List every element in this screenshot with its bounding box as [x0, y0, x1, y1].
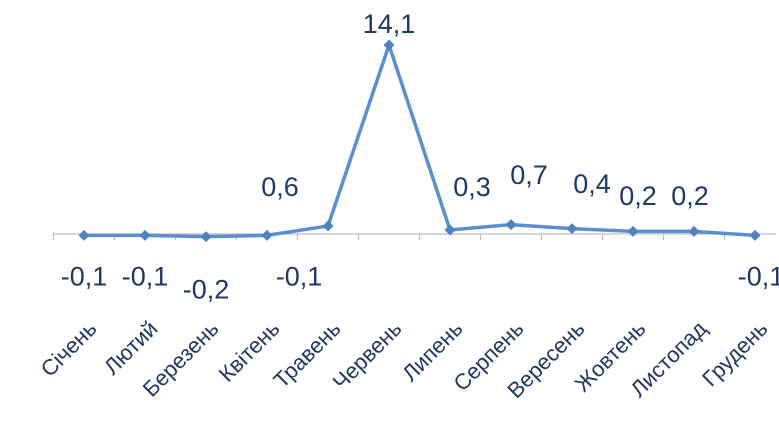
data-point: [78, 229, 90, 241]
data-point: [200, 231, 212, 243]
series-line: [84, 43, 756, 239]
data-point: [444, 224, 456, 236]
data-label: -0,1: [122, 261, 169, 291]
data-label: 0,2: [619, 181, 657, 211]
data-label: -0,1: [61, 261, 108, 291]
data-label: -0,2: [183, 275, 230, 305]
data-point: [322, 220, 334, 232]
data-label: 0,2: [671, 181, 709, 211]
data-label: 0,4: [573, 169, 611, 199]
data-point: [627, 225, 639, 237]
data-point: [749, 229, 761, 241]
data-point: [261, 229, 273, 241]
data-point: [383, 39, 395, 51]
category-label: Грудень: [697, 316, 772, 391]
category-label: Січень: [36, 316, 102, 382]
data-label: 0,6: [261, 172, 299, 202]
data-label: 0,7: [510, 160, 548, 190]
data-point: [688, 225, 700, 237]
data-label: 14,1: [363, 9, 416, 39]
data-point: [139, 229, 151, 241]
data-label: -0,1: [276, 261, 323, 291]
data-point: [505, 219, 517, 231]
data-label: 0,3: [453, 172, 491, 202]
data-label: -0,1: [738, 261, 779, 291]
data-point: [566, 223, 578, 235]
